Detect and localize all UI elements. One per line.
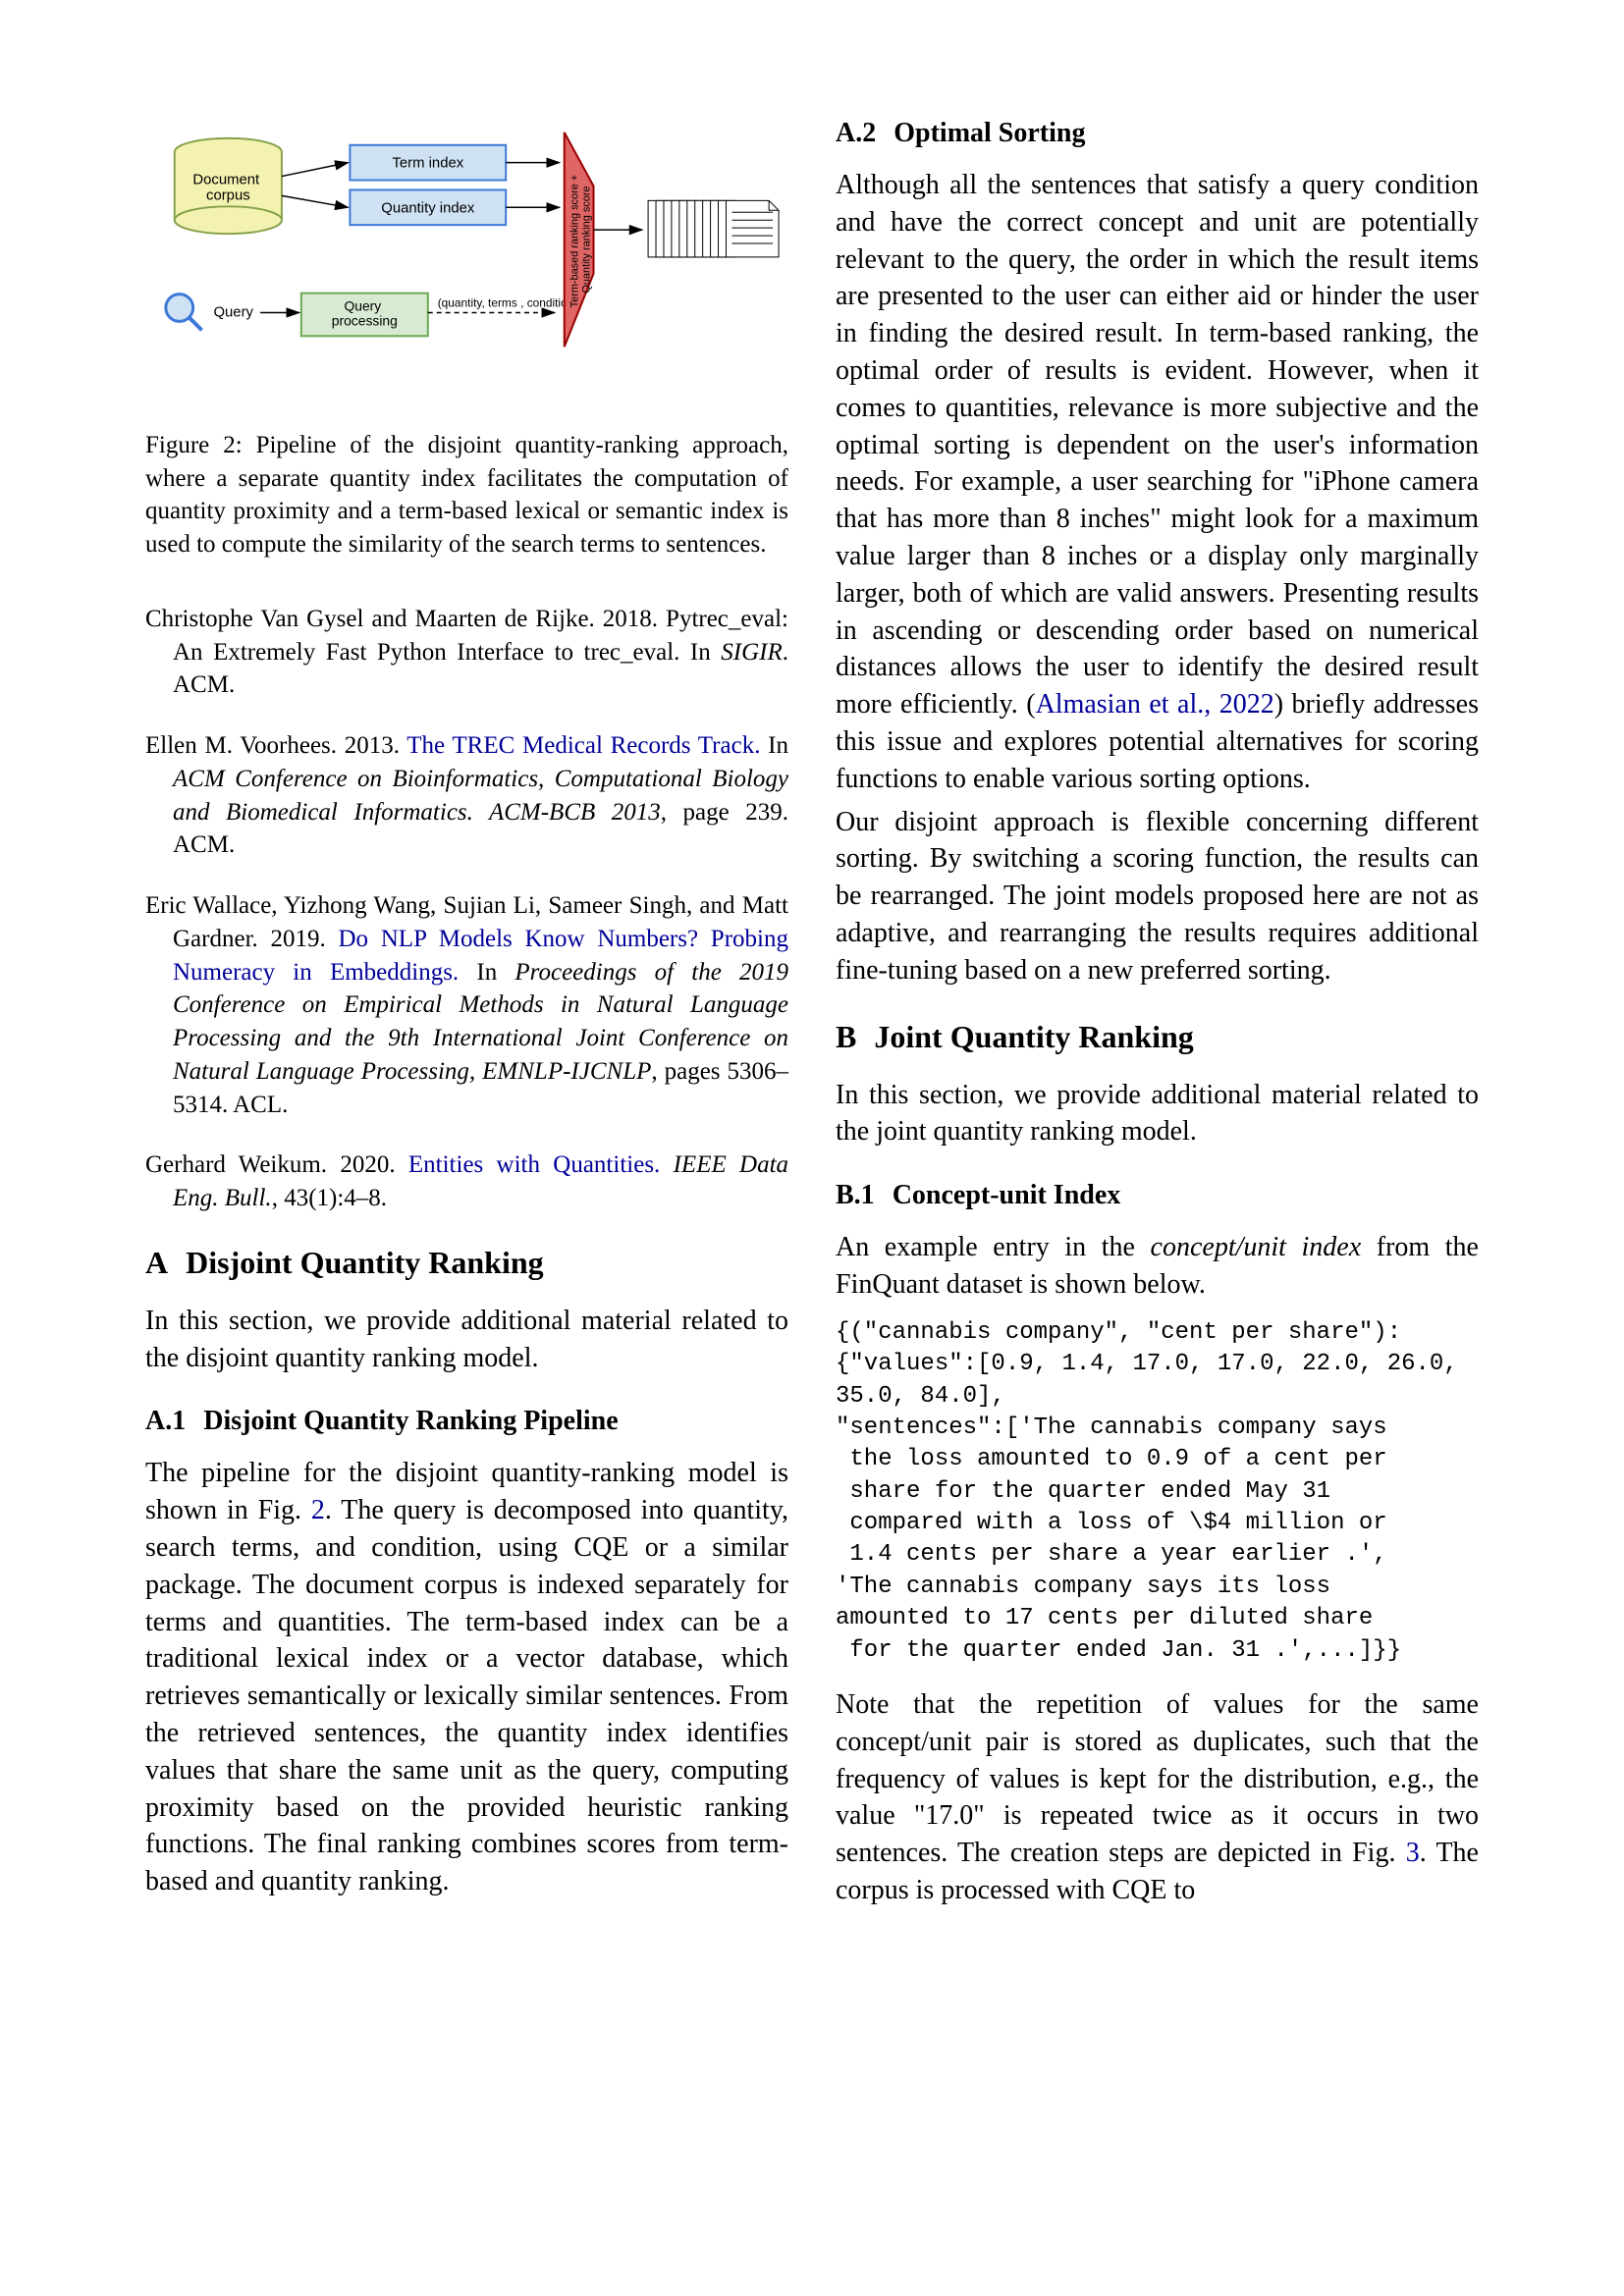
figure-2-caption: Figure 2: Pipeline of the disjoint quant…: [145, 429, 788, 561]
qp-output-label: (quantity, terms , condition): [438, 296, 578, 310]
heading-B: BJoint Quantity Ranking: [836, 1019, 1479, 1055]
query-label: Query: [213, 304, 253, 320]
para-B1-after: Note that the repetition of values for t…: [836, 1686, 1479, 1909]
heading-A2: A.2Optimal Sorting: [836, 118, 1479, 149]
magnifying-glass-icon: [166, 294, 202, 331]
heading-A: ADisjoint Quantity Ranking: [145, 1245, 788, 1281]
two-column-layout: Document corpus Term index Quantity inde…: [145, 118, 1479, 1915]
para-B1-intro: An example entry in the concept/unit ind…: [836, 1229, 1479, 1304]
term-index-box: Term index: [350, 145, 506, 181]
fig-ref-link[interactable]: 2: [311, 1495, 325, 1525]
para-B-intro: In this section, we provide additional m…: [836, 1077, 1479, 1151]
right-column: A.2Optimal Sorting Although all the sent…: [836, 118, 1479, 1915]
heading-B1: B.1Concept-unit Index: [836, 1180, 1479, 1211]
ref-entry: Ellen M. Voorhees. 2013. The TREC Medica…: [145, 729, 788, 862]
svg-text:Term-based ranking score +: Term-based ranking score + Quantity rank…: [569, 172, 593, 308]
para-A-intro: In this section, we provide additional m…: [145, 1303, 788, 1377]
ref-entry: Eric Wallace, Yizhong Wang, Sujian Li, S…: [145, 889, 788, 1121]
svg-text:Quantity index: Quantity index: [381, 200, 475, 216]
quantity-index-box: Quantity index: [350, 189, 506, 225]
references-block: Christophe Van Gysel and Maarten de Rijk…: [145, 603, 788, 1215]
svg-text:Term index: Term index: [392, 156, 463, 172]
result-list-icon: [648, 200, 779, 257]
ref-link[interactable]: Entities with Quantities.: [408, 1151, 660, 1178]
code-block: {("cannabis company", "cent per share"):…: [836, 1317, 1479, 1667]
heading-A1: A.1Disjoint Quantity Ranking Pipeline: [145, 1406, 788, 1437]
para-A2-1: Although all the sentences that satisfy …: [836, 167, 1479, 798]
left-column: Document corpus Term index Quantity inde…: [145, 118, 788, 1915]
fig-ref-link[interactable]: 3: [1406, 1838, 1420, 1868]
ref-entry: Gerhard Weikum. 2020. Entities with Quan…: [145, 1148, 788, 1215]
query-processing-box: Query processing: [301, 294, 428, 337]
cite-link[interactable]: Almasian et al., 2022: [1036, 689, 1274, 720]
scorer-trapezoid: Term-based ranking score + Quantity rank…: [565, 133, 594, 347]
ref-entry: Christophe Van Gysel and Maarten de Rijk…: [145, 603, 788, 702]
ref-link[interactable]: The TREC Medical Records Track.: [406, 732, 760, 759]
para-A2-2: Our disjoint approach is flexible concer…: [836, 804, 1479, 989]
figure-2-diagram: Document corpus Term index Quantity inde…: [145, 118, 788, 400]
doc-corpus-cylinder: Document corpus: [175, 138, 282, 234]
para-A1: The pipeline for the disjoint quantity-r…: [145, 1455, 788, 1900]
